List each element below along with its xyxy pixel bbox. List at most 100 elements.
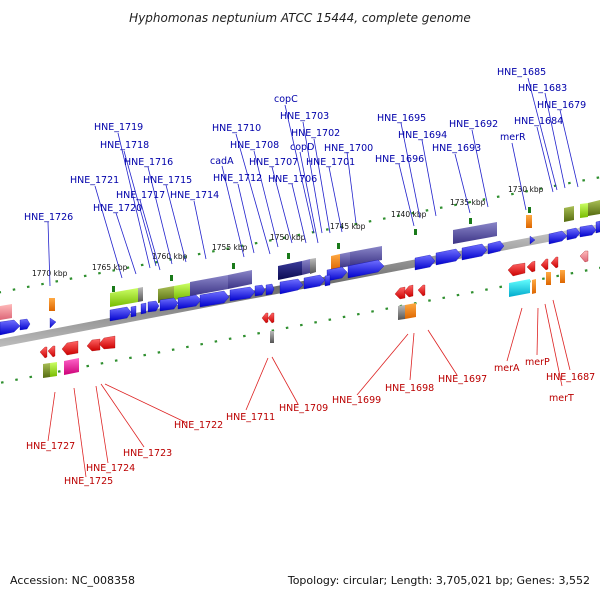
map-title: Hyphomonas neptunium ATCC 15444, complet… xyxy=(129,11,471,25)
leader-line xyxy=(221,165,245,258)
leader-line xyxy=(115,212,137,275)
gene-label[interactable]: HNE_1709 xyxy=(279,403,328,414)
gene-label[interactable]: HNE_1721 xyxy=(70,175,119,186)
leader-line xyxy=(328,166,343,233)
gene-label[interactable]: HNE_1720 xyxy=(93,203,142,214)
gene-label[interactable]: HNE_1694 xyxy=(398,130,447,141)
gene-label[interactable]: HNE_1727 xyxy=(26,441,75,452)
gene-label[interactable]: HNE_1723 xyxy=(123,448,172,459)
gene-label[interactable]: HNE_1701 xyxy=(306,157,355,168)
gene-arrow xyxy=(19,318,31,331)
gene-box xyxy=(64,358,79,375)
leader-line xyxy=(506,307,523,362)
gene-label[interactable]: HNE_1712 xyxy=(213,173,262,184)
gene-label[interactable]: HNE_1700 xyxy=(324,143,373,154)
gene-label[interactable]: HNE_1698 xyxy=(385,383,434,394)
reverse-gene-labels: merA merP HNE_1687 merT HNE_1697 HNE_169… xyxy=(26,357,595,487)
gene-label[interactable]: merP xyxy=(525,357,550,368)
forward-leaders xyxy=(47,77,579,287)
gene-arrow xyxy=(199,290,230,308)
gene-arrow xyxy=(279,278,304,295)
gene-arrow xyxy=(435,248,462,266)
gene-box xyxy=(110,288,138,307)
leader-line xyxy=(427,329,458,376)
gene-label[interactable]: HNE_1715 xyxy=(143,175,192,186)
gene-label[interactable]: HNE_1706 xyxy=(268,174,317,185)
leader-line xyxy=(313,138,331,234)
gene-label[interactable]: HNE_1714 xyxy=(170,190,219,201)
gene-arrow xyxy=(566,227,581,241)
gene-box xyxy=(138,287,143,302)
gene-arrow xyxy=(487,240,505,255)
leader-line xyxy=(104,383,188,424)
gene-box xyxy=(174,283,190,300)
leader-line xyxy=(302,121,323,234)
kbp-tick xyxy=(112,286,115,292)
gene-label[interactable]: HNE_1679 xyxy=(537,100,586,111)
gene-label[interactable]: HNE_1725 xyxy=(64,476,113,487)
leader-line xyxy=(527,77,558,191)
gene-arrow xyxy=(414,254,436,271)
kbp-tick xyxy=(337,243,340,249)
leader-line xyxy=(356,333,409,396)
kbp-tick xyxy=(170,275,173,281)
leader-line xyxy=(299,151,319,244)
gene-box xyxy=(564,206,574,222)
gene-arrow xyxy=(267,312,275,324)
gene-label[interactable]: HNE_1699 xyxy=(332,395,381,406)
gene-box xyxy=(331,254,340,270)
accession-text: Accession: NC_008358 xyxy=(10,574,136,587)
gene-label[interactable]: HNE_1710 xyxy=(212,123,261,134)
leader-line xyxy=(139,199,161,271)
kbp-tick xyxy=(232,263,235,269)
gene-label[interactable]: HNE_1707 xyxy=(249,157,298,168)
gene-label[interactable]: HNE_1711 xyxy=(226,412,275,423)
gene-label[interactable]: HNE_1719 xyxy=(94,122,143,133)
gene-box xyxy=(310,258,316,274)
gene-box xyxy=(190,275,228,296)
gene-label[interactable]: HNE_1703 xyxy=(280,111,329,122)
gene-arrow xyxy=(347,259,385,279)
gene-box xyxy=(560,270,565,283)
gene-label[interactable]: HNE_1693 xyxy=(432,143,481,154)
gene-label[interactable]: HNE_1685 xyxy=(497,67,546,78)
leader-line xyxy=(95,385,109,464)
kbp-label: 1740 kbp xyxy=(391,210,427,219)
reverse-genes xyxy=(39,250,589,359)
leader-line xyxy=(193,200,207,260)
gene-label[interactable]: HNE_1726 xyxy=(24,212,73,223)
gene-label[interactable]: HNE_1696 xyxy=(375,154,424,165)
gene-box xyxy=(546,272,551,285)
gene-label[interactable]: HNE_1684 xyxy=(514,116,563,127)
gene-label[interactable]: copD xyxy=(290,142,314,153)
gene-label[interactable]: HNE_1708 xyxy=(230,140,279,151)
gene-label[interactable]: cadA xyxy=(210,156,234,167)
gene-label[interactable]: HNE_1702 xyxy=(291,128,340,139)
leader-line xyxy=(271,166,293,244)
gene-label[interactable]: HNE_1687 xyxy=(546,372,595,383)
gene-arrow xyxy=(550,256,559,269)
gene-label[interactable]: HNE_1718 xyxy=(100,140,149,151)
gene-label[interactable]: merA xyxy=(494,363,520,374)
gene-label[interactable]: HNE_1697 xyxy=(438,374,487,385)
gene-arrow xyxy=(394,286,406,300)
gene-label[interactable]: HNE_1683 xyxy=(518,83,567,94)
leader-line xyxy=(235,133,271,255)
gene-label[interactable]: merR xyxy=(500,132,526,143)
gene-arrow xyxy=(229,286,256,302)
gene-label[interactable]: copC xyxy=(274,94,298,105)
gene-label[interactable]: merT xyxy=(549,393,574,404)
gene-arrow xyxy=(86,338,101,352)
gene-label[interactable]: HNE_1716 xyxy=(124,157,173,168)
gene-arrow xyxy=(540,258,549,271)
gene-label[interactable]: HNE_1692 xyxy=(449,119,498,130)
gene-arrow xyxy=(324,274,331,287)
gene-label[interactable]: HNE_1695 xyxy=(377,113,426,124)
gene-label[interactable]: HNE_1722 xyxy=(174,420,223,431)
gene-label[interactable]: HNE_1724 xyxy=(86,463,135,474)
genome-summary-text: Topology: circular; Length: 3,705,021 bp… xyxy=(287,574,590,587)
leader-line xyxy=(559,109,579,188)
leader-line xyxy=(253,150,279,248)
gene-label[interactable]: HNE_1717 xyxy=(116,190,165,201)
gene-arrow xyxy=(579,224,597,238)
